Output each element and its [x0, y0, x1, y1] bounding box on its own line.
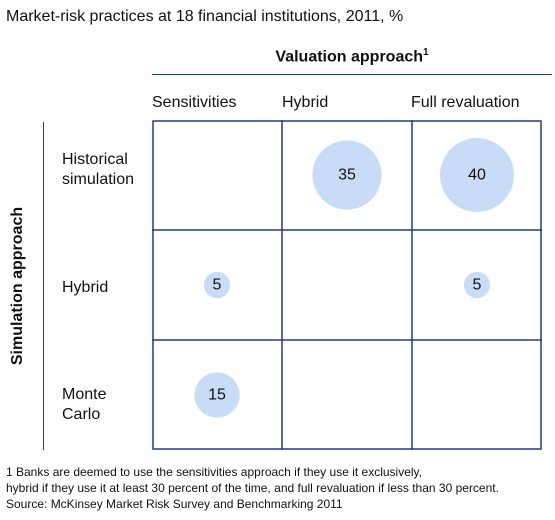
chart-title: Market-risk practices at 18 financial in…: [6, 8, 404, 25]
x-axis-line: [152, 74, 552, 75]
bubble-matrix-svg: 35 40 5 5 15: [152, 120, 542, 450]
bubble: 35: [312, 140, 382, 210]
column-label-hybrid: Hybrid: [282, 94, 329, 111]
bubble-value-label: 5: [473, 277, 482, 294]
y-axis-line: [43, 122, 44, 450]
bubble-value-label: 40: [468, 167, 486, 184]
matrix-border: [152, 120, 542, 450]
source-note: Source: McKinsey Market Risk Survey and …: [6, 497, 343, 511]
row-label-historical-simulation: Historical simulation: [62, 151, 135, 188]
bubble-circle: [194, 372, 240, 418]
bubble-matrix: 35 40 5 5 15: [152, 120, 542, 450]
x-axis-title: Valuation approach1: [152, 47, 552, 66]
footnotes: 1 Banks are deemed to use the sensitivit…: [6, 464, 499, 512]
column-label-sensitivities: Sensitivities: [152, 94, 237, 111]
bubble-value-label: 5: [213, 277, 222, 294]
footnote-2: hybrid if they use it at least 30 percen…: [6, 481, 499, 495]
bubble-value-label: 15: [208, 387, 226, 404]
row-label-monte-carlo: Monte Carlo: [62, 386, 107, 423]
bubble-circle: [312, 140, 382, 210]
bubble-value-label: 35: [338, 167, 356, 184]
bubble-circle: [463, 271, 491, 299]
bubble-circle: [440, 138, 514, 212]
bubble: 5: [203, 271, 231, 299]
bubble-circle: [203, 271, 231, 299]
y-axis-title: Simulation approach: [9, 206, 26, 366]
bubble: 5: [463, 271, 491, 299]
x-axis-title-text: Valuation approach: [275, 48, 424, 66]
row-label-hybrid: Hybrid: [62, 279, 109, 296]
bubble: 40: [440, 138, 514, 212]
column-label-full-revaluation: Full revaluation: [411, 94, 520, 111]
bubble: 15: [194, 372, 240, 418]
footnote-1: 1 Banks are deemed to use the sensitivit…: [6, 465, 422, 479]
x-axis-title-footnote-marker: 1: [423, 47, 429, 58]
